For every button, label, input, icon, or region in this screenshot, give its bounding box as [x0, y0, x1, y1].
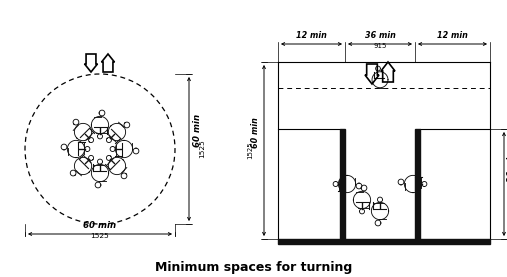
Text: 60 min: 60 min	[84, 222, 117, 230]
Text: 915: 915	[373, 43, 387, 50]
Bar	[278, 239, 490, 244]
Text: 12 min: 12 min	[437, 32, 468, 40]
Text: 60 min: 60 min	[193, 114, 201, 147]
Text: 1525: 1525	[91, 234, 110, 240]
Text: 36 min: 36 min	[365, 32, 395, 40]
Text: 12 min: 12 min	[296, 32, 327, 40]
Text: 60 min: 60 min	[251, 118, 261, 148]
Text: 1525: 1525	[199, 140, 205, 158]
Text: Minimum spaces for turning: Minimum spaces for turning	[155, 260, 352, 273]
Text: 1525: 1525	[247, 142, 254, 159]
Bar	[415, 129, 420, 239]
Bar	[340, 129, 345, 239]
